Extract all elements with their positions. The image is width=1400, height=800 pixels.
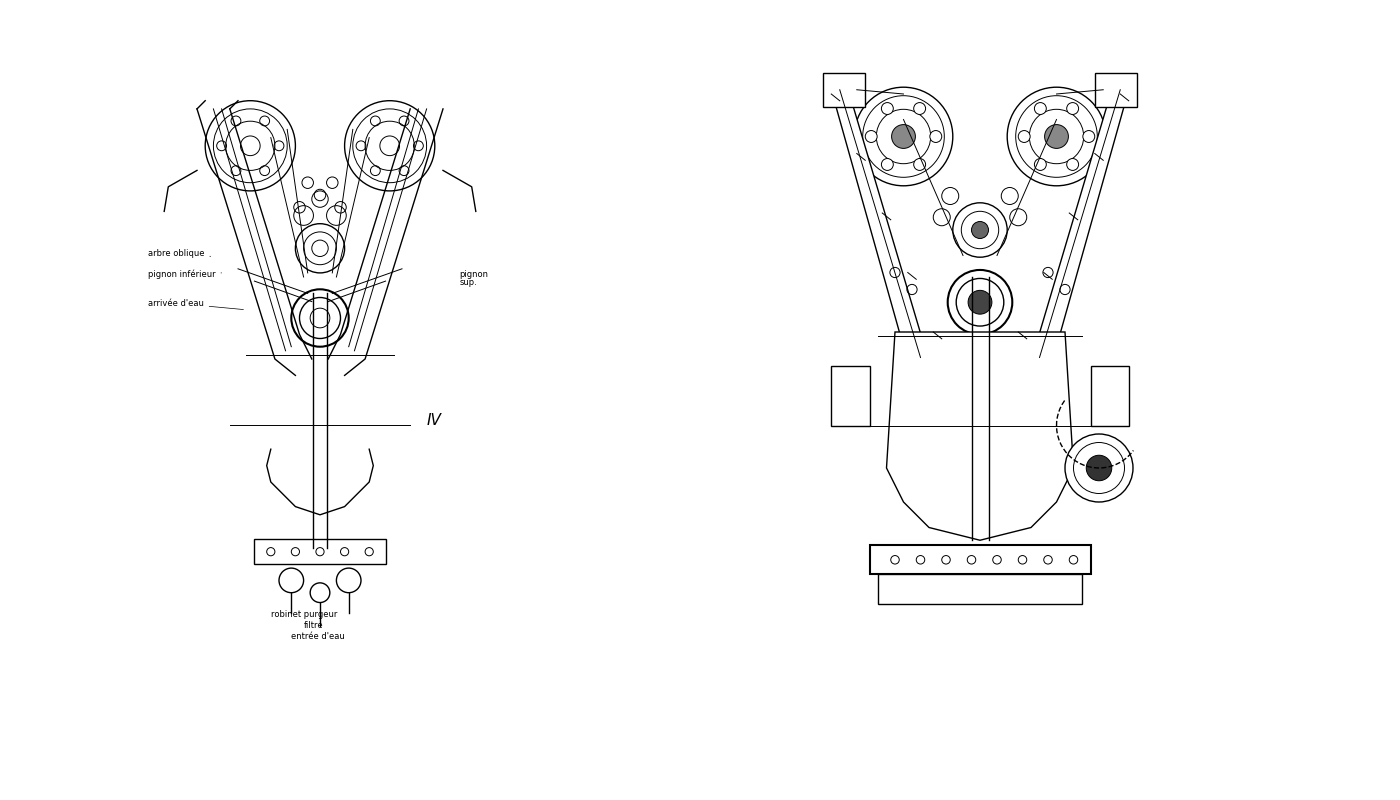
Circle shape	[1009, 209, 1026, 226]
Text: IV: IV	[427, 413, 441, 427]
Circle shape	[1018, 555, 1026, 564]
Circle shape	[1029, 110, 1084, 164]
Circle shape	[916, 555, 925, 564]
Polygon shape	[832, 90, 955, 378]
Circle shape	[914, 102, 925, 114]
Circle shape	[1065, 434, 1133, 502]
Text: filtre: filtre	[304, 621, 323, 630]
Bar	[1091, 366, 1128, 426]
Polygon shape	[886, 332, 1074, 540]
Circle shape	[1086, 455, 1112, 481]
Bar	[823, 73, 865, 106]
Circle shape	[1067, 158, 1078, 170]
Circle shape	[934, 209, 951, 226]
Circle shape	[993, 555, 1001, 564]
Text: arrivée d'eau: arrivée d'eau	[148, 298, 244, 310]
Circle shape	[972, 222, 988, 238]
Text: entrée d'eau: entrée d'eau	[291, 633, 344, 642]
Bar	[255, 539, 385, 564]
Circle shape	[914, 158, 925, 170]
Circle shape	[882, 158, 893, 170]
Bar	[869, 545, 1091, 574]
Text: arbre oblique: arbre oblique	[148, 250, 210, 258]
Text: pignon inférieur: pignon inférieur	[148, 270, 221, 279]
Circle shape	[930, 130, 942, 142]
Circle shape	[1035, 158, 1046, 170]
Circle shape	[1016, 96, 1098, 178]
Circle shape	[948, 270, 1012, 334]
Circle shape	[862, 96, 945, 178]
Circle shape	[962, 211, 998, 249]
Circle shape	[1044, 555, 1053, 564]
Circle shape	[942, 187, 959, 205]
Circle shape	[854, 87, 953, 186]
Text: pignon: pignon	[459, 270, 489, 279]
Circle shape	[1074, 442, 1124, 494]
Text: robinet purgeur: robinet purgeur	[270, 610, 337, 619]
Circle shape	[969, 290, 991, 314]
Circle shape	[1070, 555, 1078, 564]
Circle shape	[942, 555, 951, 564]
Text: sup.: sup.	[459, 278, 477, 287]
Bar	[878, 574, 1082, 604]
Circle shape	[1001, 187, 1018, 205]
Circle shape	[865, 130, 878, 142]
Circle shape	[956, 278, 1004, 326]
Bar	[832, 366, 869, 426]
Circle shape	[1018, 130, 1030, 142]
Circle shape	[1044, 125, 1068, 149]
Circle shape	[1035, 102, 1046, 114]
Circle shape	[1007, 87, 1106, 186]
Circle shape	[1082, 130, 1095, 142]
Circle shape	[967, 555, 976, 564]
Bar	[1095, 73, 1137, 106]
Polygon shape	[1005, 90, 1128, 378]
Circle shape	[882, 102, 893, 114]
Circle shape	[953, 202, 1007, 258]
Circle shape	[890, 555, 899, 564]
Circle shape	[876, 110, 931, 164]
Circle shape	[1067, 102, 1078, 114]
Circle shape	[892, 125, 916, 149]
